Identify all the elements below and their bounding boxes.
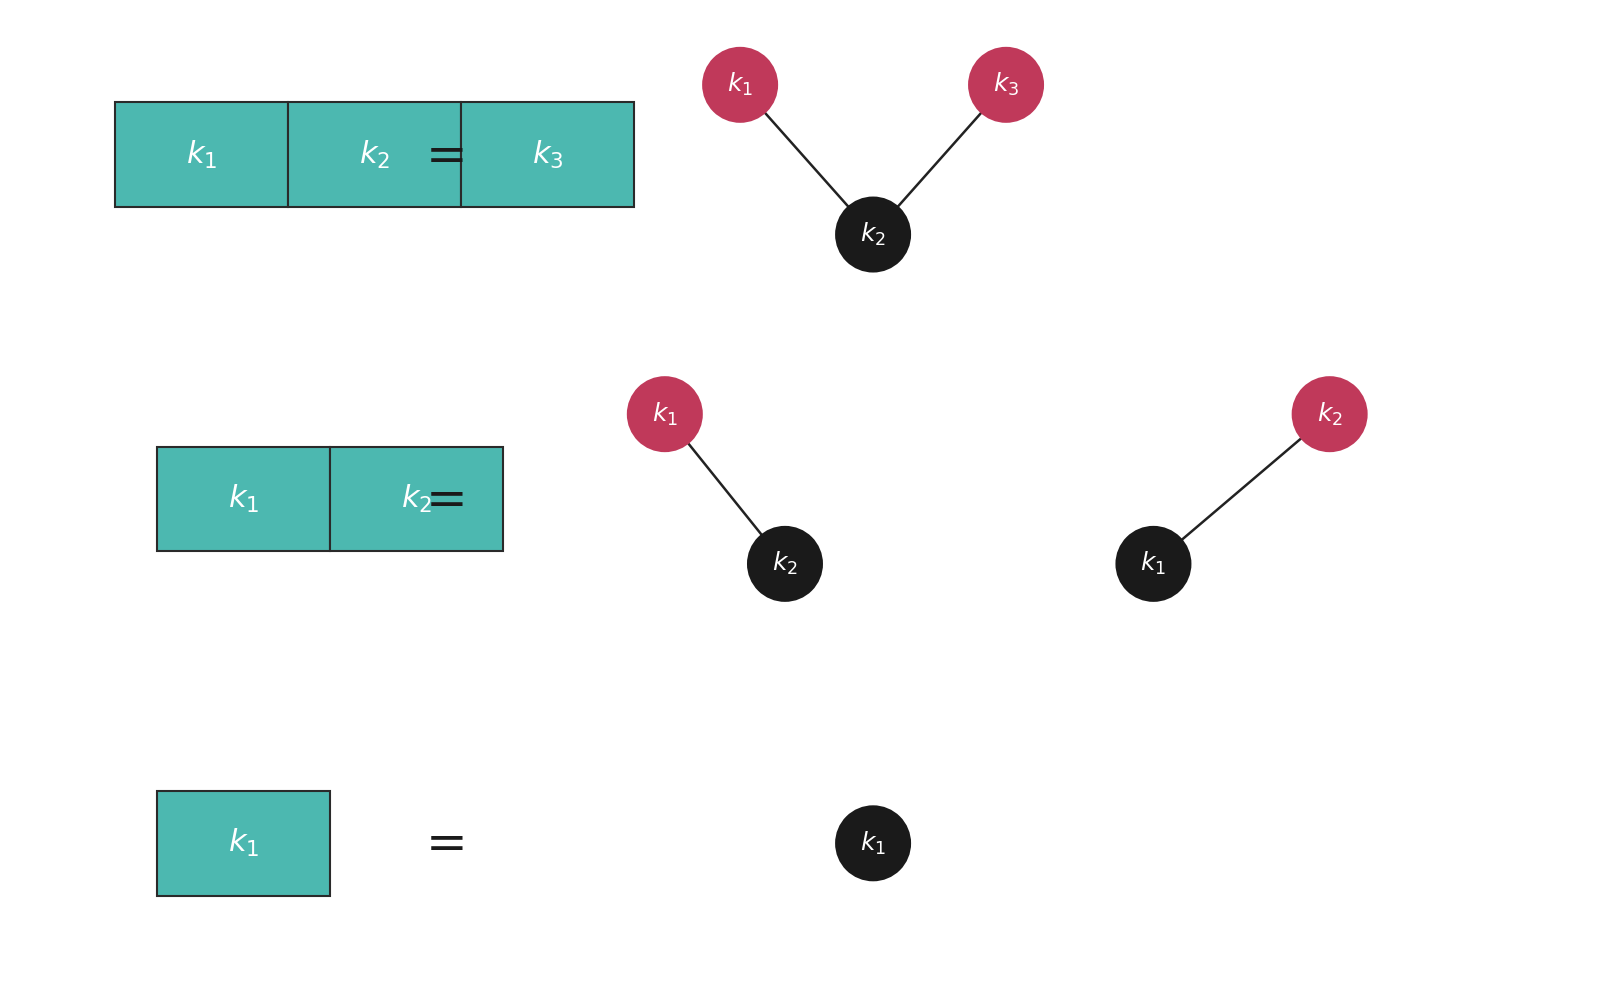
FancyBboxPatch shape — [157, 447, 330, 551]
Circle shape — [1291, 376, 1368, 452]
Text: $k_{1}$: $k_{1}$ — [186, 139, 218, 171]
Circle shape — [747, 526, 823, 602]
Circle shape — [835, 805, 912, 881]
Circle shape — [1115, 526, 1192, 602]
Text: $k_{2}$: $k_{2}$ — [359, 139, 391, 171]
Text: $=$: $=$ — [417, 819, 465, 867]
FancyBboxPatch shape — [288, 103, 461, 208]
FancyBboxPatch shape — [157, 790, 330, 896]
Circle shape — [626, 376, 703, 452]
Text: $k_{1}$: $k_{1}$ — [1141, 550, 1166, 578]
Text: $k_{1}$: $k_{1}$ — [860, 829, 886, 857]
Text: $k_{1}$: $k_{1}$ — [227, 827, 260, 859]
Text: $k_{3}$: $k_{3}$ — [532, 139, 564, 171]
Circle shape — [702, 47, 779, 123]
FancyBboxPatch shape — [461, 103, 634, 208]
Text: $k_{2}$: $k_{2}$ — [772, 550, 798, 578]
FancyBboxPatch shape — [115, 103, 288, 208]
Text: $=$: $=$ — [417, 475, 465, 523]
Text: $k_{2}$: $k_{2}$ — [860, 221, 886, 249]
Text: $k_{2}$: $k_{2}$ — [1317, 400, 1342, 428]
Circle shape — [835, 197, 912, 272]
Text: $k_{1}$: $k_{1}$ — [727, 71, 753, 99]
Text: $=$: $=$ — [417, 131, 465, 179]
Text: $k_{1}$: $k_{1}$ — [227, 483, 260, 515]
FancyBboxPatch shape — [330, 447, 503, 551]
Circle shape — [968, 47, 1045, 123]
Text: $k_{1}$: $k_{1}$ — [652, 400, 678, 428]
Text: $k_{2}$: $k_{2}$ — [400, 483, 433, 515]
Text: $k_{3}$: $k_{3}$ — [993, 71, 1019, 99]
